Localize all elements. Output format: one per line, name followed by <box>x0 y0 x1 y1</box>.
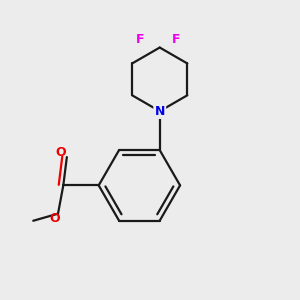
Text: O: O <box>55 146 66 159</box>
Text: O: O <box>50 212 61 226</box>
Text: F: F <box>136 33 145 46</box>
Text: N: N <box>154 105 165 118</box>
Text: F: F <box>171 33 180 46</box>
